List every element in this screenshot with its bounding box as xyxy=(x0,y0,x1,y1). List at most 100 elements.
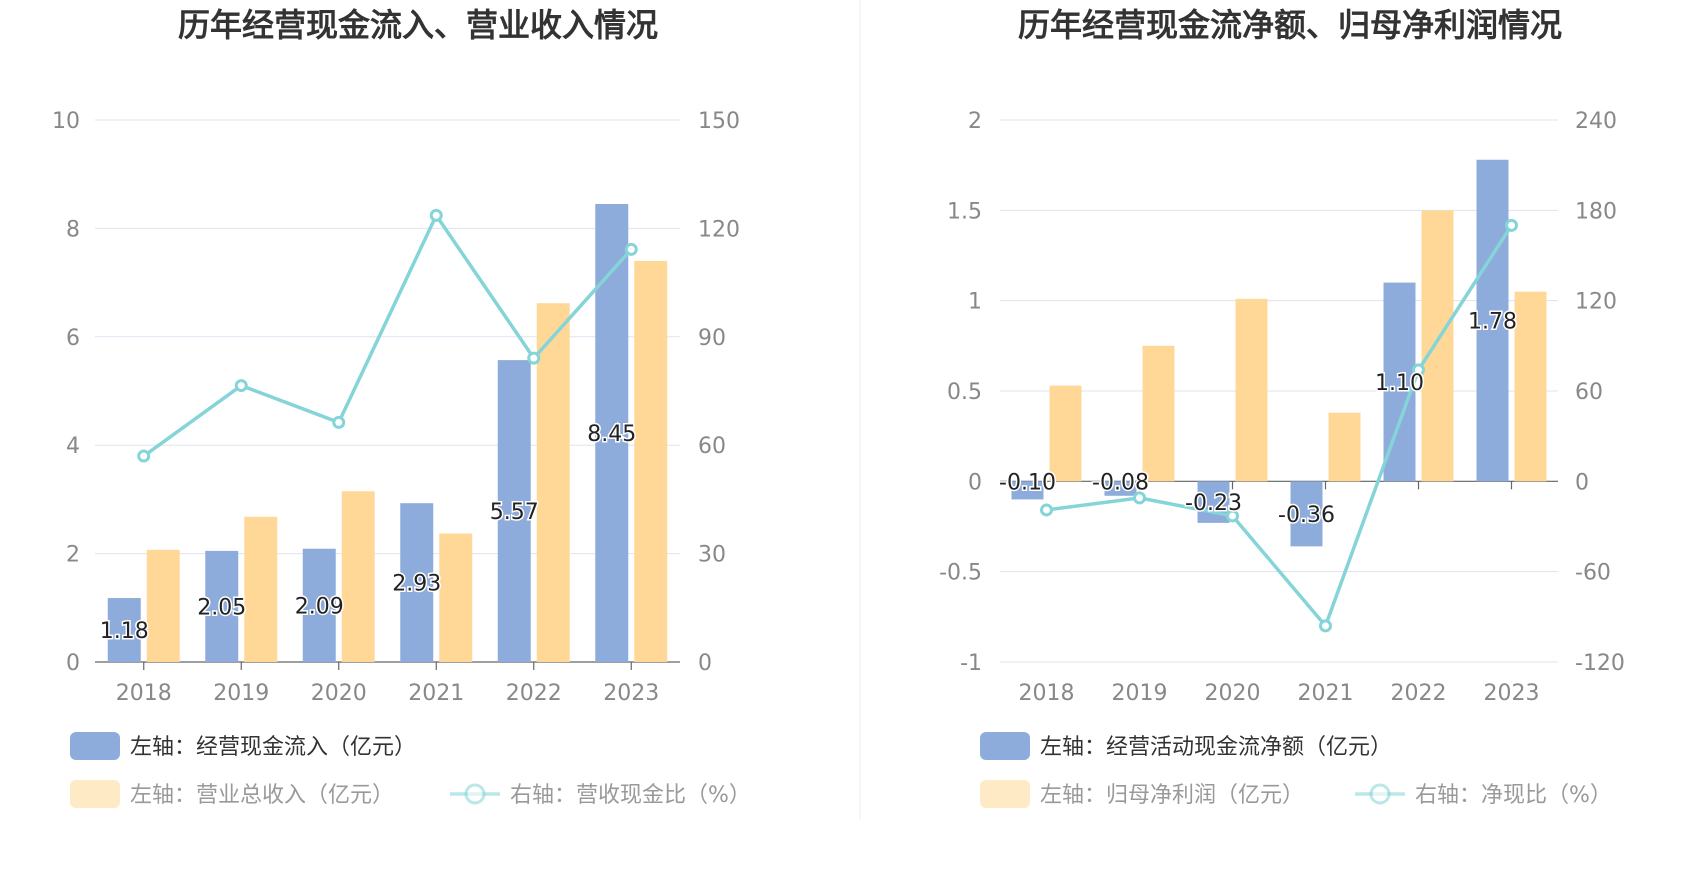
left-axis-tick-label: -0.5 xyxy=(939,561,982,586)
bar-secondary xyxy=(1328,412,1361,482)
right-axis-tick-label: -60 xyxy=(1575,561,1611,586)
right-axis-tick-label: 60 xyxy=(1575,380,1603,405)
bar-secondary xyxy=(1049,385,1082,482)
bar-secondary xyxy=(244,516,278,662)
bar-data-label: 2.93 xyxy=(392,572,441,597)
right-axis-tick-label: 30 xyxy=(698,543,726,568)
bar-primary xyxy=(497,360,531,662)
x-axis-tick-label: 2018 xyxy=(1019,681,1075,706)
bar-data-label: -0.08 xyxy=(1092,470,1149,495)
left-chart: 历年经营现金流入、营业收入情况 0 2 4 6 8 10 0 30 60 90 120 150 2018… xyxy=(52,6,751,808)
ratio-point xyxy=(1319,619,1332,633)
legend-line-marker[interactable] xyxy=(1369,783,1391,805)
right-axis-tick-label: 180 xyxy=(1575,199,1617,224)
bar-primary xyxy=(1290,481,1323,547)
x-axis-tick-label: 2023 xyxy=(603,681,659,706)
x-axis-tick-label: 2019 xyxy=(213,681,269,706)
bar-primary xyxy=(400,503,434,662)
x-axis-tick-label: 2018 xyxy=(116,681,172,706)
ratio-point xyxy=(429,208,443,222)
legend-swatch[interactable] xyxy=(70,780,120,808)
bar-primary xyxy=(595,204,629,662)
bar-data-label: -0.36 xyxy=(1278,503,1335,528)
ratio-point xyxy=(137,449,151,463)
bar-primary xyxy=(205,550,239,662)
legend-label[interactable]: 左轴：营业总收入（亿元） xyxy=(130,783,394,808)
left-axis-tick-label: 2 xyxy=(968,109,982,134)
bar-secondary xyxy=(1142,345,1175,482)
x-axis-tick-label: 2021 xyxy=(408,681,464,706)
bar-secondary xyxy=(1421,210,1454,482)
legend-swatch[interactable] xyxy=(980,780,1030,808)
ratio-point xyxy=(1505,218,1518,232)
right-axis-tick-label: 60 xyxy=(698,434,726,459)
bar-primary xyxy=(1104,481,1137,496)
bar-primary xyxy=(1011,481,1044,500)
left-axis-tick-label: 1.5 xyxy=(947,199,982,224)
left-axis-tick-label: 0 xyxy=(968,470,982,495)
left-axis-tick-label: 1 xyxy=(968,290,982,315)
x-axis-tick-label: 2019 xyxy=(1112,681,1168,706)
bar-data-label: -0.10 xyxy=(999,470,1056,495)
legend-label[interactable]: 左轴：归母净利润（亿元） xyxy=(1040,783,1304,808)
x-axis-tick-label: 2023 xyxy=(1484,681,1540,706)
legend-swatch[interactable] xyxy=(70,732,120,760)
bar-secondary xyxy=(146,549,180,662)
x-axis-tick-label: 2022 xyxy=(506,681,562,706)
left-axis-tick-label: 0.5 xyxy=(947,380,982,405)
ratio-point xyxy=(1412,363,1425,377)
bar-data-label: 8.45 xyxy=(587,422,636,447)
ratio-point xyxy=(624,242,638,256)
bar-secondary xyxy=(536,303,570,662)
legend-label[interactable]: 右轴：净现比（%） xyxy=(1415,783,1612,808)
bar-data-label: 2.09 xyxy=(295,594,344,619)
right-axis-tick-label: 240 xyxy=(1575,109,1617,134)
left-axis-tick-label: 8 xyxy=(66,217,80,242)
right-axis-tick-label: -120 xyxy=(1575,651,1625,676)
ratio-point xyxy=(1133,491,1146,505)
right-axis-tick-label: 0 xyxy=(1575,470,1589,495)
x-axis-tick-label: 2020 xyxy=(311,681,367,706)
x-axis-tick-label: 2021 xyxy=(1298,681,1354,706)
legend-swatch[interactable] xyxy=(980,732,1030,760)
ratio-line xyxy=(142,211,633,458)
bar-secondary xyxy=(634,260,668,662)
legend-line-marker[interactable] xyxy=(464,783,486,805)
right-axis-tick-label: 120 xyxy=(698,217,740,242)
ratio-point xyxy=(527,351,541,365)
chart-title: 历年经营现金流入、营业收入情况 xyxy=(178,6,658,44)
legend-label[interactable]: 左轴：经营现金流入（亿元） xyxy=(130,735,416,760)
x-axis-tick-label: 2022 xyxy=(1391,681,1447,706)
ratio-point xyxy=(332,415,346,429)
bar-secondary xyxy=(341,491,375,662)
bar-primary xyxy=(1476,159,1509,482)
right-axis-tick-label: 90 xyxy=(698,326,726,351)
ratio-point xyxy=(1040,503,1053,517)
right-axis-tick-label: 120 xyxy=(1575,290,1617,315)
left-axis-tick-label: -1 xyxy=(960,651,982,676)
bar-data-label: 2.05 xyxy=(197,595,246,620)
ratio-point xyxy=(234,379,248,393)
chart-title: 历年经营现金流净额、归母净利润情况 xyxy=(1018,6,1562,44)
legend-label[interactable]: 左轴：经营活动现金流净额（亿元） xyxy=(1040,735,1392,760)
bar-data-label: -0.23 xyxy=(1185,491,1242,516)
left-axis-tick-label: 10 xyxy=(52,109,80,134)
right-axis-tick-label: 0 xyxy=(698,651,712,676)
left-axis-tick-label: 6 xyxy=(66,326,80,351)
bar-secondary xyxy=(1235,298,1268,482)
bar-data-label: 1.18 xyxy=(100,619,149,644)
bar-secondary xyxy=(439,533,473,662)
left-axis-tick-label: 4 xyxy=(66,434,80,459)
left-axis-tick-label: 0 xyxy=(66,651,80,676)
right-axis-tick-label: 150 xyxy=(698,109,740,134)
bar-primary xyxy=(302,548,336,662)
left-axis-tick-label: 2 xyxy=(66,543,80,568)
bar-secondary xyxy=(1514,291,1547,482)
bar-data-label: 1.78 xyxy=(1468,310,1517,335)
legend-label[interactable]: 右轴：营收现金比（%） xyxy=(510,783,751,808)
right-chart: 历年经营现金流净额、归母净利润情况 -1 -0.5 0 0.5 1 1.5 2 -120 -60… xyxy=(939,6,1625,808)
ratio-point xyxy=(1226,509,1239,523)
x-axis-tick-label: 2020 xyxy=(1205,681,1261,706)
bar-primary xyxy=(107,598,141,662)
